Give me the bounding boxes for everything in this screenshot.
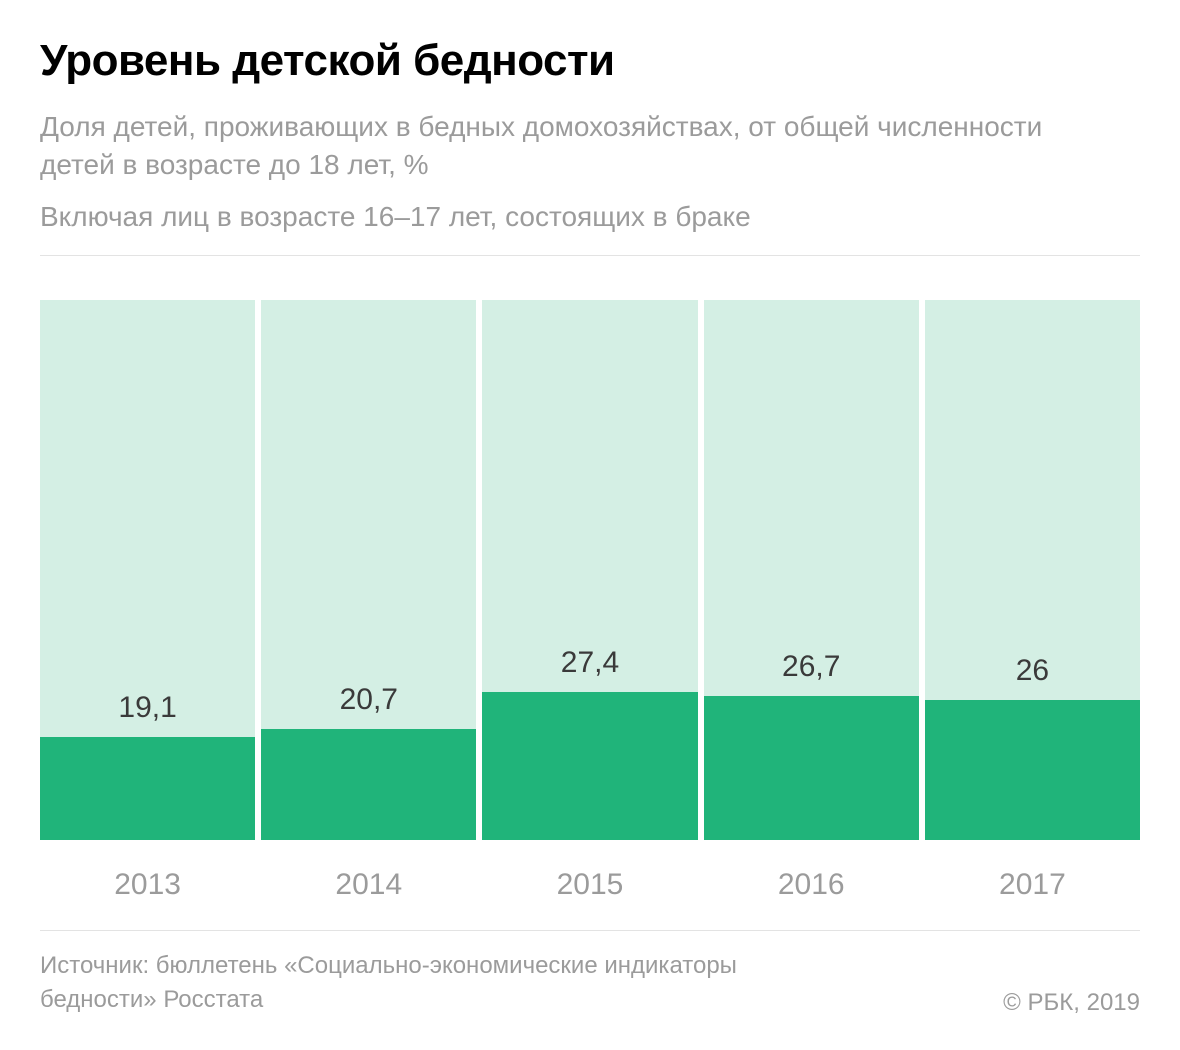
- x-axis-label: 2013: [40, 868, 255, 902]
- x-axis-label: 2016: [704, 868, 919, 902]
- bar-value-label: 20,7: [340, 683, 398, 717]
- chart-note: Включая лиц в возрасте 16–17 лет, состоя…: [40, 198, 1140, 236]
- bar-container: 19,120,727,426,726: [40, 300, 1140, 840]
- bar-value: 26,7: [704, 696, 919, 840]
- bar-value: 26: [925, 700, 1140, 840]
- bar-value-label: 26,7: [782, 650, 840, 684]
- bar-value-label: 27,4: [561, 646, 619, 680]
- bar-value: 27,4: [482, 692, 697, 840]
- bar-value-label: 19,1: [118, 691, 176, 725]
- copyright-text: © РБК, 2019: [1003, 989, 1140, 1017]
- bar-value: 19,1: [40, 737, 255, 840]
- x-axis-label: 2014: [261, 868, 476, 902]
- bar-column: 27,4: [482, 300, 697, 840]
- bar-column: 26: [925, 300, 1140, 840]
- chart-subtitle: Доля детей, проживающих в бедных домохоз…: [40, 108, 1100, 184]
- x-axis-label: 2017: [925, 868, 1140, 902]
- divider-bottom: [40, 930, 1140, 931]
- bar-value: 20,7: [261, 729, 476, 841]
- x-axis: 20132014201520162017: [40, 868, 1140, 902]
- bar-value-label: 26: [1016, 654, 1049, 688]
- x-axis-label: 2015: [482, 868, 697, 902]
- bar-column: 20,7: [261, 300, 476, 840]
- chart-footer: Источник: бюллетень «Социально-экономиче…: [40, 949, 1140, 1016]
- chart-area: 19,120,727,426,726 20132014201520162017: [40, 300, 1140, 930]
- bar-column: 19,1: [40, 300, 255, 840]
- chart-title: Уровень детской бедности: [40, 36, 1140, 86]
- bar-column: 26,7: [704, 300, 919, 840]
- divider-top: [40, 255, 1140, 256]
- source-text: Источник: бюллетень «Социально-экономиче…: [40, 949, 860, 1016]
